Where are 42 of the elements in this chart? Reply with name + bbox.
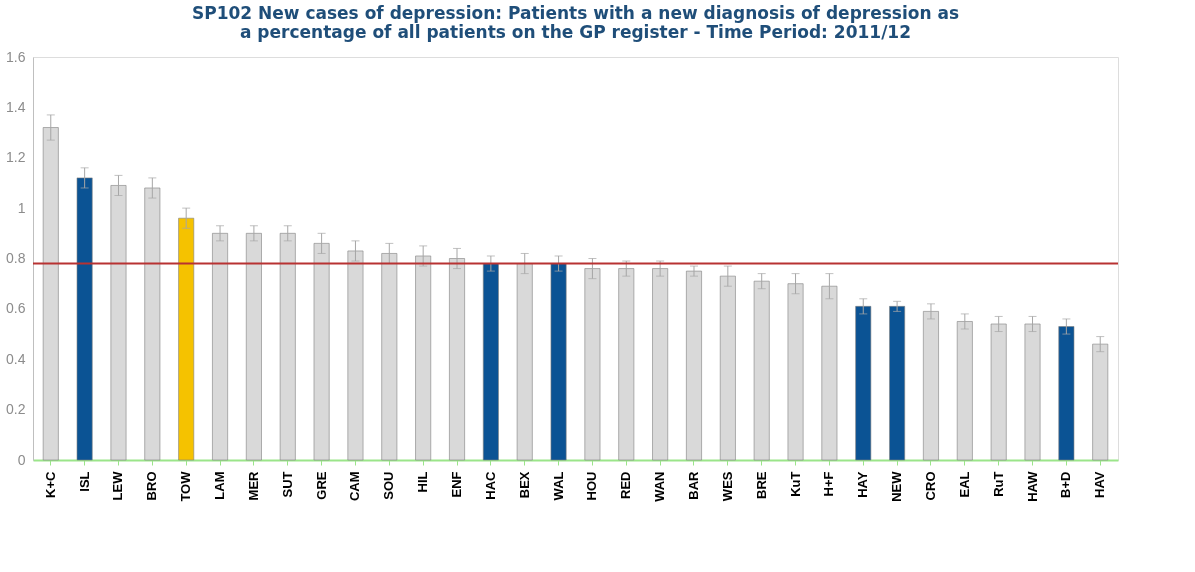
x-tick-label: SUT [279,471,295,498]
x-tick-label: ENF [449,471,465,498]
x-tick-label: BRE [753,471,769,499]
x-tick-label: WES [719,471,735,502]
y-tick-label: 1.4 [6,98,26,115]
x-tick-label: WAN [652,471,668,502]
x-tick-label: BAR [685,470,701,500]
x-tick-label: CAM [347,471,363,502]
x-tick-label: H+F [821,471,837,497]
x-tick-label: HIL [415,471,431,493]
y-tick-label: 1.6 [6,48,26,65]
y-tick-label: 0.4 [6,350,26,367]
x-tick-label: WAL [550,471,566,501]
y-tick-label: 0.6 [6,300,26,317]
x-tick-label: LAM [212,471,228,500]
x-tick-label: TOW [178,470,194,502]
x-tick-label: HOU [584,471,600,501]
chart-title: SP102 New cases of depression: Patients with a new diagnosis of depression as a percentage of all patients on the GP register - Time Period: 2011/12 [191,3,960,42]
x-tick-label: BEX [516,471,532,499]
x-tick-label: GRE [313,471,329,500]
x-tick-label: HAW [1024,470,1040,502]
x-tick-label: B+D [1058,471,1074,498]
y-tick-label: 0.2 [6,401,26,418]
x-tick-label: RuT [990,471,1006,497]
x-tick-label: NEW [889,470,905,502]
x-tick-label: KuT [787,471,803,497]
x-tick-label: HAY [855,471,871,498]
y-tick-label: 1.2 [6,149,26,166]
x-tick-label: ISL [76,471,92,492]
y-tick-label: 1 [17,199,26,216]
y-tick-label: 0 [17,451,26,468]
x-tick-label: EAL [956,471,972,498]
x-tick-label: RED [618,471,634,499]
x-tick-label: CRO [922,471,938,501]
x-tick-label: MER [245,470,261,501]
x-tick-label: BRO [144,471,160,501]
x-tick-label: LEW [110,470,126,501]
y-tick-label: 0.8 [6,250,26,266]
x-tick-label: K+C [42,470,58,498]
x-tick-label: SOU [381,471,397,500]
x-tick-label: HAC [482,470,498,500]
x-tick-label: HAV [1092,471,1108,498]
